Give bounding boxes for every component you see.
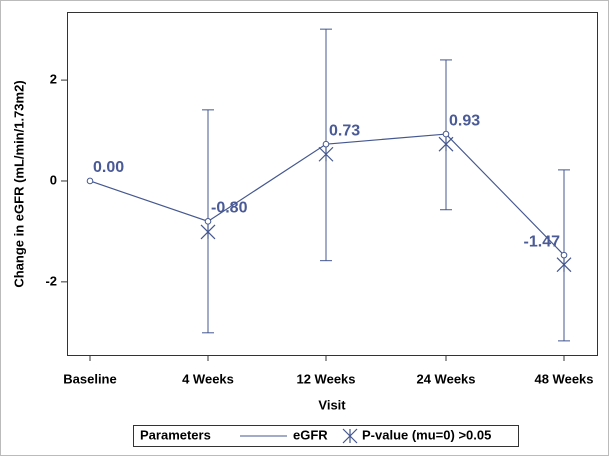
point <box>204 218 212 225</box>
star-marker <box>318 146 334 162</box>
x-tick-label: 48 Weeks <box>534 371 593 386</box>
star-marker <box>556 257 572 273</box>
value-label: 0.73 <box>329 122 360 139</box>
legend-box <box>133 425 519 447</box>
y-tick-label: 0 <box>50 172 57 187</box>
x-axis-label: Visit <box>318 397 346 412</box>
star-marker <box>200 224 216 240</box>
value-label: -0.80 <box>211 200 248 217</box>
point <box>322 140 330 148</box>
legend-label: P-value (mu=0) >0.05 <box>362 427 491 442</box>
legend-title: Parameters <box>140 427 211 442</box>
x-tick-label: 12 Weeks <box>296 371 355 386</box>
value-label: 0.00 <box>93 159 124 176</box>
point <box>86 177 94 185</box>
y-axis-label: Change in eGFR (mL/min/1.73m2) <box>11 80 26 287</box>
star-marker <box>438 136 454 152</box>
y-tick-label: -2 <box>45 273 57 288</box>
value-label: 0.93 <box>449 112 480 129</box>
x-tick-label: 4 Weeks <box>182 371 234 386</box>
value-label: -1.47 <box>524 233 561 250</box>
star-marker <box>342 428 358 444</box>
plot-frame <box>67 12 598 356</box>
point <box>442 130 450 138</box>
legend-label: eGFR <box>293 427 328 442</box>
point <box>560 251 568 259</box>
x-tick-label: 24 Weeks <box>416 371 475 386</box>
x-tick-label: Baseline <box>63 371 116 386</box>
y-tick-label: 2 <box>50 72 57 87</box>
